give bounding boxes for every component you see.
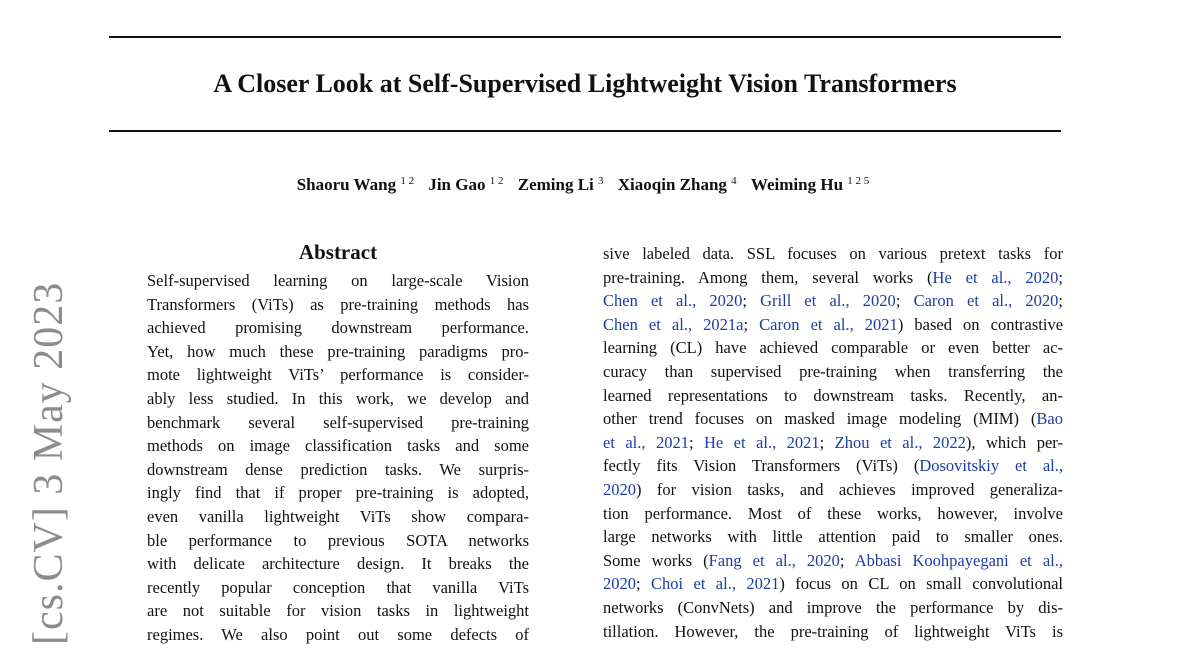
abstract-line: recently popular conception that vanilla… xyxy=(147,577,529,597)
body-text: ; xyxy=(895,291,914,311)
abstract-line: ble performance to previous SOTA network… xyxy=(147,530,529,550)
abstract-line: mote lightweight ViTs’ performance is co… xyxy=(147,365,529,385)
abstract-line: regimes. We also point out some defects … xyxy=(147,624,529,644)
author-affiliation: 1 2 xyxy=(400,175,415,187)
abstract-line: Self-supervised learning on large-scale … xyxy=(147,271,529,290)
abstract-body: Self-supervised learning on large-scale … xyxy=(147,269,529,647)
body-line: et al., 2021; He et al., 2021; Zhou et a… xyxy=(603,431,1063,455)
citation-link[interactable]: He et al., 2020 xyxy=(932,267,1059,287)
author-name: Shaoru Wang xyxy=(296,175,397,194)
body-text: fectly fits Vision Transformers (ViTs) ( xyxy=(603,456,920,476)
body-text: learned representations to downstream ta… xyxy=(603,385,1063,405)
author: Zeming Li 3 xyxy=(518,175,604,194)
introduction-body: sive labeled data. SSL focuses on variou… xyxy=(603,242,1063,643)
abstract-line: ably less studied. In this work, we deve… xyxy=(147,388,529,408)
abstract-line: benchmark several self-supervised pre-tr… xyxy=(147,412,529,432)
body-text: ; xyxy=(819,432,835,452)
abstract-line: with delicate architecture design. It br… xyxy=(147,554,529,574)
body-text: ) based on contrastive xyxy=(897,314,1063,334)
body-text: ; xyxy=(839,550,855,570)
body-text: ) focus on CL on small convolutional xyxy=(779,574,1063,594)
author-name: Zeming Li xyxy=(517,175,594,194)
body-text: ; xyxy=(1058,291,1063,311)
citation-link[interactable]: 2020 xyxy=(603,479,636,499)
abstract-heading: Abstract xyxy=(298,240,378,264)
citation-link[interactable]: He et al., 2021 xyxy=(704,432,820,452)
body-line: sive labeled data. SSL focuses on variou… xyxy=(603,242,1063,266)
abstract-line: ingly find that if proper pre-training i… xyxy=(147,483,529,503)
author: Jin Gao 1 2 xyxy=(428,175,503,194)
body-line: Chen et al., 2021a; Caron et al., 2021) … xyxy=(603,313,1063,337)
body-text: ), which per- xyxy=(965,432,1063,452)
author-name: Jin Gao xyxy=(428,175,486,194)
abstract-line: are not suitable for vision tasks in lig… xyxy=(147,601,529,621)
body-text: learning (CL) have achieved comparable o… xyxy=(603,338,1063,358)
body-line: large networks with little attention pai… xyxy=(603,525,1063,549)
citation-link[interactable]: et al., 2021 xyxy=(603,432,689,452)
arxiv-stamp: [cs.CV] 3 May 2023 xyxy=(26,281,72,645)
body-text: networks (ConvNets) and improve the perf… xyxy=(603,597,1063,617)
body-line: curacy than supervised pre-training when… xyxy=(603,360,1063,384)
body-text: large networks with little attention pai… xyxy=(603,527,1063,547)
body-line: pre-training. Among them, several works … xyxy=(603,266,1063,290)
body-line: other trend focuses on masked image mode… xyxy=(603,407,1063,431)
body-text: curacy than supervised pre-training when… xyxy=(603,361,1063,381)
body-line: 2020) for vision tasks, and achieves imp… xyxy=(603,478,1063,502)
body-text: ; xyxy=(688,432,704,452)
body-text: tillation. However, the pre-training of … xyxy=(603,621,1063,641)
author: Weiming Hu 1 2 5 xyxy=(751,175,869,194)
citation-link[interactable]: Abbasi Koohpayegani et al., xyxy=(854,550,1063,570)
title-rule-top xyxy=(109,36,1061,38)
body-text: other trend focuses on masked image mode… xyxy=(603,409,1037,429)
author-affiliation: 4 xyxy=(731,175,737,187)
abstract-line: downstream dense prediction tasks. We su… xyxy=(147,459,529,479)
title-rule-bottom xyxy=(109,130,1061,132)
citation-link[interactable]: Bao xyxy=(1036,409,1063,429)
body-line: learned representations to downstream ta… xyxy=(603,384,1063,408)
body-line: learning (CL) have achieved comparable o… xyxy=(603,336,1063,360)
citation-link[interactable]: Chen et al., 2021a xyxy=(603,314,744,334)
abstract-line: even vanilla lightweight ViTs show compa… xyxy=(147,506,529,526)
body-text: ; xyxy=(1058,267,1063,287)
author-name: Weiming Hu xyxy=(750,175,844,194)
body-line: fectly fits Vision Transformers (ViTs) (… xyxy=(603,454,1063,478)
citation-link[interactable]: Dosovitskiy et al., xyxy=(919,456,1063,476)
citation-link[interactable]: Zhou et al., 2022 xyxy=(834,432,966,452)
citation-link[interactable]: Caron et al., 2020 xyxy=(913,291,1059,311)
body-text: sive labeled data. SSL focuses on variou… xyxy=(603,244,1063,263)
author-list: Shaoru Wang 1 2 Jin Gao 1 2 Zeming Li 3 … xyxy=(0,174,1166,196)
body-text: ; xyxy=(743,314,760,334)
body-line: Chen et al., 2020; Grill et al., 2020; C… xyxy=(603,289,1063,313)
citation-link[interactable]: Grill et al., 2020 xyxy=(760,291,896,311)
author-affiliation: 1 2 5 xyxy=(847,175,870,187)
body-line: tillation. However, the pre-training of … xyxy=(603,620,1063,644)
abstract-line: Transformers (ViTs) as pre-training meth… xyxy=(147,294,529,314)
paper-title: A Closer Look at Self-Supervised Lightwe… xyxy=(213,69,957,98)
author-affiliation: 1 2 xyxy=(489,175,504,187)
body-text: tion performance. Most of these works, h… xyxy=(603,503,1063,523)
body-text: ; xyxy=(636,574,651,594)
citation-link[interactable]: Chen et al., 2020 xyxy=(603,291,743,311)
author-affiliation: 3 xyxy=(598,175,604,187)
citation-link[interactable]: Caron et al., 2021 xyxy=(759,314,898,334)
author: Xiaoqin Zhang 4 xyxy=(618,175,737,194)
body-text: ) for vision tasks, and achieves improve… xyxy=(636,479,1063,499)
author: Shaoru Wang 1 2 xyxy=(297,175,414,194)
body-text: pre-training. Among them, several works … xyxy=(603,267,933,287)
body-line: tion performance. Most of these works, h… xyxy=(603,502,1063,526)
body-text: ; xyxy=(742,291,761,311)
body-line: 2020; Choi et al., 2021) focus on CL on … xyxy=(603,572,1063,596)
author-name: Xiaoqin Zhang xyxy=(617,175,727,194)
citation-link[interactable]: Fang et al., 2020 xyxy=(708,550,840,570)
abstract-line: achieved promising downstream performanc… xyxy=(147,318,529,338)
body-line: Some works (Fang et al., 2020; Abbasi Ko… xyxy=(603,549,1063,573)
citation-link[interactable]: 2020 xyxy=(603,574,636,594)
body-line: networks (ConvNets) and improve the perf… xyxy=(603,596,1063,620)
abstract-line: Yet, how much these pre-training paradig… xyxy=(147,341,529,361)
abstract-line: methods on image classification tasks an… xyxy=(147,436,529,456)
citation-link[interactable]: Choi et al., 2021 xyxy=(651,574,780,594)
body-text: Some works ( xyxy=(603,550,709,570)
